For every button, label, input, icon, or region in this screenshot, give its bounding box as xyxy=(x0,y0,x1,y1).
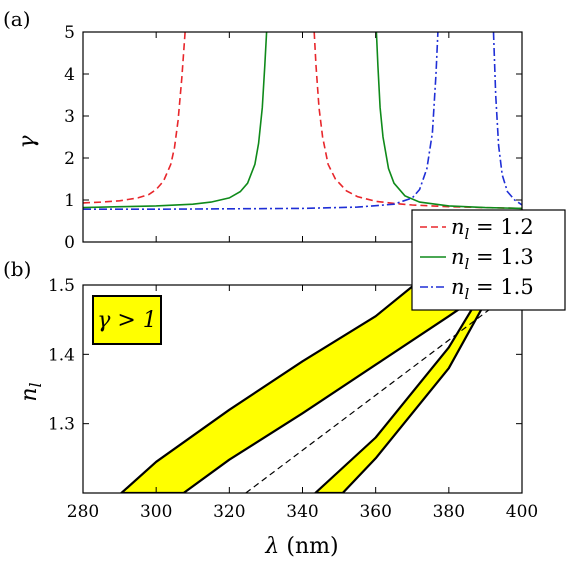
reference-dashed-line xyxy=(245,285,522,493)
series-line-3-seg-2 xyxy=(492,32,522,206)
legend: nl = 1.2nl = 1.3nl = 1.5 xyxy=(411,209,566,311)
legend-label-3: nl = 1.5 xyxy=(451,275,534,303)
panel-b-xtick-label: 320 xyxy=(213,502,245,522)
panel-b-xlabel: λ (nm) xyxy=(264,534,338,559)
legend-label-1: nl = 1.2 xyxy=(451,215,534,243)
panel-b-label: (b) xyxy=(3,257,31,281)
panel-a-ytick-label: 3 xyxy=(64,107,75,127)
series-line-2-seg-2 xyxy=(375,32,522,210)
series-line-3-seg-1 xyxy=(83,32,439,210)
series-line-1-seg-1 xyxy=(83,32,186,204)
panel-a-ylabel: γ xyxy=(15,135,40,149)
panel-a-ytick-label: 2 xyxy=(64,149,75,169)
panel-a-ytick-label: 5 xyxy=(64,23,75,43)
panel-b: 1.3 1.4 1.5 280 300 320 340 360 380 400 (b) λ (nm) n… xyxy=(3,257,538,559)
panel-b-ytick-label: 1.5 xyxy=(48,276,75,296)
panel-b-xtick-label: 400 xyxy=(506,502,538,522)
panel-a-ytick-label: 1 xyxy=(64,191,75,211)
annotation-label: γ > 1 xyxy=(97,308,157,333)
panel-b-ytick-label: 1.4 xyxy=(48,345,75,365)
panel-b-xtick-label: 280 xyxy=(67,502,99,522)
panel-a-ytick-label: 4 xyxy=(64,65,75,85)
gamma-region-1 xyxy=(120,285,496,493)
legend-label-2: nl = 1.3 xyxy=(451,245,534,273)
panel-a-series xyxy=(83,32,522,210)
series-line-2-seg-1 xyxy=(83,32,268,209)
panel-b-xtick-label: 340 xyxy=(286,502,318,522)
panel-b-xtick-label: 300 xyxy=(140,502,172,522)
panel-b-xtick-label: 380 xyxy=(433,502,465,522)
panel-a: 0 1 2 3 4 5 (a) γ xyxy=(3,7,523,253)
series-line-1-seg-2 xyxy=(313,32,522,210)
panel-b-ylabel: nl xyxy=(17,382,45,401)
panel-a-ytick-label: 0 xyxy=(64,233,75,253)
panel-b-ylabel-group: nl xyxy=(17,382,45,401)
panel-b-ytick-label: 1.3 xyxy=(48,415,75,435)
panel-b-xtick-label: 360 xyxy=(359,502,391,522)
annotation-box xyxy=(92,295,162,345)
panel-a-label: (a) xyxy=(3,7,31,31)
panel-b-regions xyxy=(120,285,522,493)
